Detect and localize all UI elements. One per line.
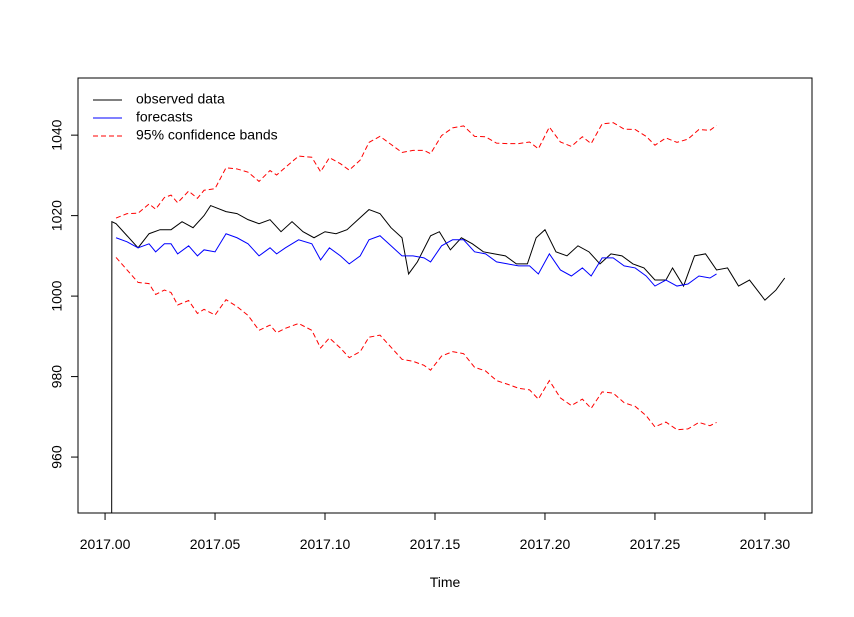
x-tick-label: 2017.25 <box>630 536 681 552</box>
legend-label: 95% confidence bands <box>136 127 278 143</box>
series-line-lower <box>115 257 717 431</box>
series-line <box>115 122 717 219</box>
series-line <box>111 204 786 513</box>
legend-label: observed data <box>136 91 225 107</box>
x-tick-label: 2017.30 <box>740 536 791 552</box>
y-tick-label: 980 <box>49 365 65 389</box>
legend-label: forecasts <box>136 109 193 125</box>
x-tick-label: 2017.05 <box>190 536 241 552</box>
x-tick-label: 2017.15 <box>410 536 461 552</box>
series-line <box>115 233 717 287</box>
x-tick-label: 2017.10 <box>300 536 351 552</box>
x-axis-label: Time <box>430 574 461 590</box>
y-tick-label: 1000 <box>49 280 65 311</box>
x-tick-label: 2017.00 <box>80 536 131 552</box>
y-tick-label: 960 <box>49 445 65 469</box>
plot-box <box>77 77 813 514</box>
plot-area <box>111 122 786 513</box>
y-tick-label: 1040 <box>49 119 65 150</box>
y-tick-label: 1020 <box>49 200 65 231</box>
x-tick-label: 2017.20 <box>520 536 571 552</box>
